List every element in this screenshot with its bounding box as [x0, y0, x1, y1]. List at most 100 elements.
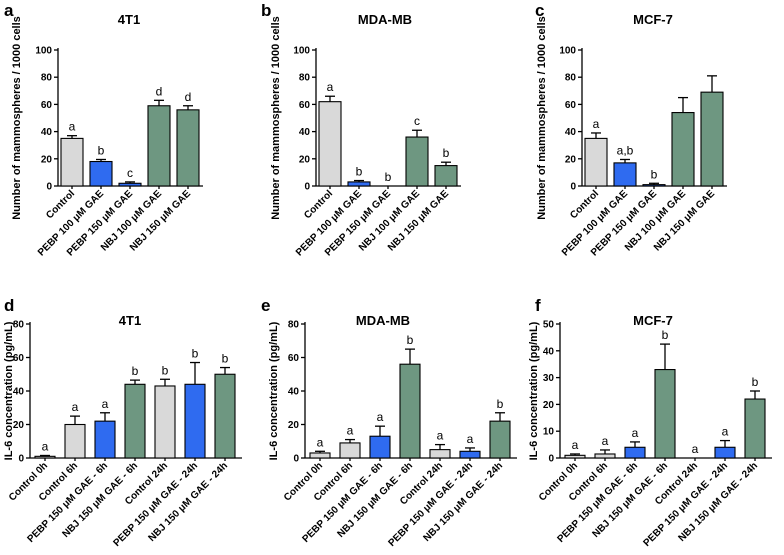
y-tick-label: 80 — [13, 320, 25, 331]
y-tick-label: 100 — [293, 46, 310, 57]
panel-e: e MDA-MB IL-6 concentration (pg/mL) 0 20 40 60… — [261, 296, 517, 549]
significance-label: b — [651, 167, 658, 181]
y-tick-label: 0 — [304, 182, 310, 193]
significance-label: b — [443, 146, 450, 160]
panel-b: b MDA-MB Number of mammospheres / 1000 cel… — [261, 1, 461, 258]
y-tick-label: 80 — [288, 320, 300, 331]
bar — [594, 453, 616, 459]
bar — [309, 452, 331, 459]
bar — [124, 383, 146, 459]
significance-label: b — [385, 170, 392, 184]
y-tick-label: 0 — [570, 182, 576, 193]
significance-label: a — [593, 117, 600, 131]
bar — [459, 450, 481, 459]
bar — [94, 420, 116, 459]
significance-label: d — [185, 90, 192, 104]
y-tick-label: 0 — [548, 454, 554, 465]
y-tick-label: 10 — [543, 427, 555, 438]
significance-label: b — [162, 363, 169, 377]
bar — [318, 101, 342, 187]
panel-letter: a — [4, 1, 14, 20]
significance-label: a — [72, 400, 79, 414]
significance-label: b — [407, 333, 414, 347]
panel-f: f MCF-7 IL-6 concentration (pg/mL) 0 10 20 30 4… — [528, 296, 772, 549]
panel-d: d 4T1 IL-6 concentration (pg/mL) 0 20 40 60 80 a… — [3, 296, 242, 549]
y-axis-label: IL-6 concentration (pg/mL) — [268, 321, 280, 460]
y-tick-label: 80 — [565, 73, 577, 84]
y-tick-label: 20 — [299, 154, 311, 165]
y-tick-label: 20 — [543, 400, 555, 411]
y-tick-label: 40 — [13, 387, 25, 398]
significance-label: b — [222, 352, 229, 366]
y-tick-label: 20 — [565, 154, 577, 165]
bar — [489, 420, 511, 459]
panel-a: a 4T1 Number of mammospheres / 1000 cells 0… — [4, 1, 203, 258]
bar — [714, 446, 736, 459]
y-tick-label: 20 — [288, 420, 300, 431]
bar — [89, 160, 113, 187]
significance-label: a — [347, 424, 354, 438]
significance-label: a — [327, 80, 334, 94]
significance-label: b — [752, 375, 759, 389]
panel-letter: b — [261, 1, 271, 20]
bar — [347, 181, 371, 187]
y-tick-label: 0 — [18, 454, 24, 465]
significance-label: a — [632, 426, 639, 440]
significance-label: b — [662, 328, 669, 342]
chart-title: MDA-MB — [356, 313, 410, 328]
significance-label: c — [127, 166, 133, 180]
y-tick-label: 40 — [299, 127, 311, 138]
significance-label: a,b — [617, 143, 634, 157]
significance-label: b — [192, 347, 199, 361]
bar — [399, 363, 421, 459]
y-tick-label: 100 — [35, 46, 52, 57]
bar — [369, 435, 391, 459]
panel-letter: e — [261, 296, 270, 315]
bar — [64, 423, 86, 459]
panel-letter: c — [535, 1, 544, 20]
significance-label: a — [102, 397, 109, 411]
chart-title: 4T1 — [119, 313, 141, 328]
y-axis-label: Number of mammospheres / 1000 cells — [536, 16, 548, 220]
bar — [176, 109, 200, 187]
y-axis-label: IL-6 concentration (pg/mL) — [528, 321, 540, 460]
y-axis-label: Number of mammospheres / 1000 cells — [11, 16, 23, 220]
chart-title: MCF-7 — [633, 313, 673, 328]
chart-title: 4T1 — [118, 12, 140, 27]
significance-label: b — [497, 397, 504, 411]
bar — [434, 165, 458, 187]
bar — [34, 455, 56, 459]
y-tick-label: 20 — [13, 420, 25, 431]
y-tick-label: 20 — [41, 154, 53, 165]
bar — [613, 162, 637, 187]
significance-label: b — [356, 165, 363, 179]
bar — [60, 137, 84, 187]
panel-letter: d — [4, 296, 14, 315]
bar — [214, 373, 236, 459]
y-axis-label: Number of mammospheres / 1000 cells — [270, 16, 282, 220]
chart-title: MCF-7 — [633, 12, 673, 27]
bar — [339, 442, 361, 459]
bar — [564, 454, 586, 459]
significance-label: a — [722, 425, 729, 439]
y-tick-label: 0 — [293, 454, 299, 465]
y-tick-label: 0 — [46, 182, 52, 193]
bar — [642, 184, 666, 187]
bar — [147, 105, 171, 187]
significance-label: a — [437, 429, 444, 443]
y-tick-label: 60 — [299, 100, 311, 111]
chart-title: MDA-MB — [358, 12, 412, 27]
significance-label: b — [98, 143, 105, 157]
bar — [429, 449, 451, 459]
significance-label: a — [42, 439, 49, 453]
significance-label: b — [132, 364, 139, 378]
y-tick-label: 40 — [41, 127, 53, 138]
bar — [624, 446, 646, 459]
bar — [154, 385, 176, 459]
y-tick-label: 30 — [543, 373, 555, 384]
y-tick-label: 60 — [41, 100, 53, 111]
y-tick-label: 60 — [288, 353, 300, 364]
significance-label: a — [572, 438, 579, 452]
significance-label: d — [156, 84, 163, 98]
